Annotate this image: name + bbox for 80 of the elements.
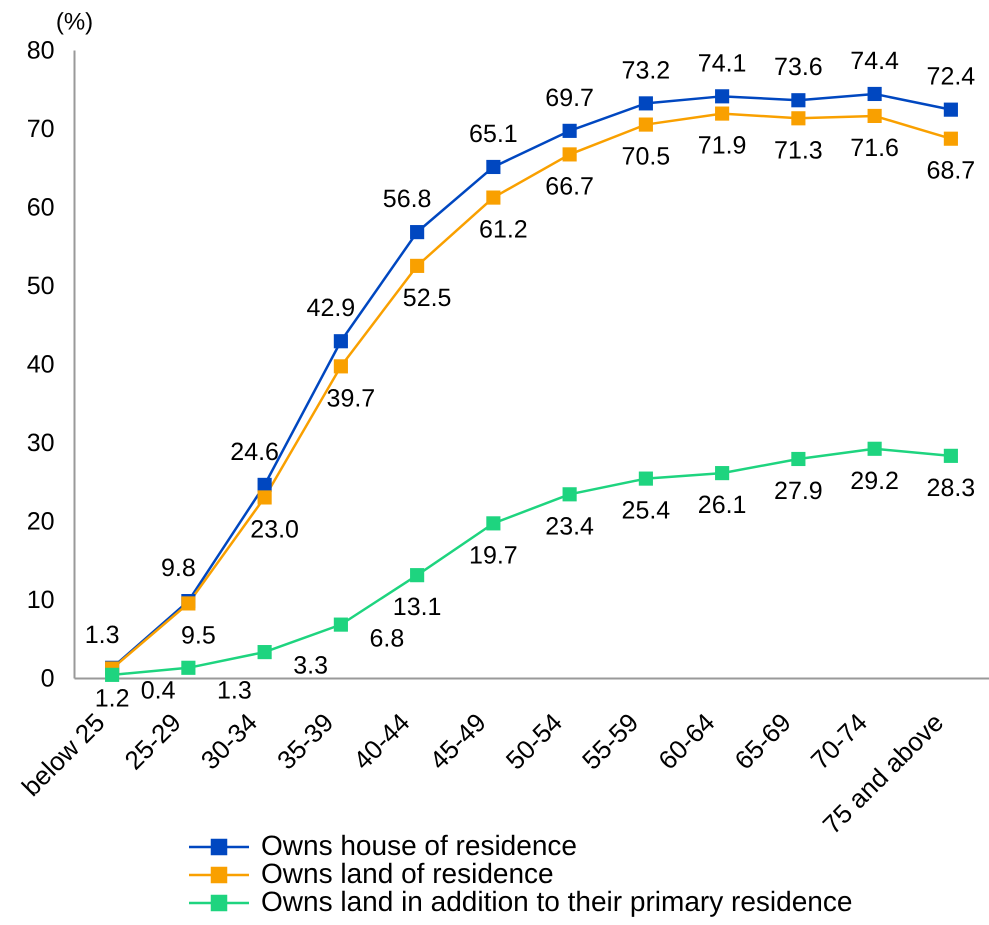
point [334,334,348,348]
data-label: 13.1 [392,593,442,622]
data-label: 39.7 [326,384,376,412]
data-label: 23.0 [250,515,299,544]
y-tick-label: 20 [26,508,54,536]
data-label: 65.1 [469,120,518,148]
data-label: 6.8 [369,624,404,653]
data-label: 25.4 [622,496,670,525]
data-label: 71.3 [774,136,823,164]
point [562,147,577,162]
data-label: 1.3 [216,676,252,704]
point [410,258,424,273]
data-label: 0.4 [140,676,176,704]
point [638,96,653,110]
data-label: 71.9 [698,132,746,160]
data-label: 56.8 [382,185,432,214]
data-label: 23.4 [545,512,594,540]
data-label: 52.5 [402,284,452,312]
point [486,516,500,530]
point [181,660,196,675]
legend-label: Owns house of residence [261,830,577,861]
point [562,124,577,138]
point [638,118,653,132]
y-tick-label: 70 [26,115,54,143]
point [334,618,348,632]
point [791,111,806,126]
data-label: 42.9 [306,294,356,322]
data-label: 74.4 [850,46,900,75]
point [486,190,500,205]
point [410,225,424,240]
point [410,568,424,582]
data-label: 3.3 [293,652,328,680]
data-label: 9.8 [160,554,196,582]
y-tick-label: 50 [26,272,54,300]
point [562,487,577,502]
y-tick-label: 0 [40,664,54,692]
data-label: 1.2 [94,684,130,712]
point [715,466,730,480]
point [791,452,806,466]
point [868,108,882,124]
point [944,132,958,146]
point [258,490,272,505]
y-axis-title: (%) [56,8,94,36]
data-label: 19.7 [469,541,518,570]
point [638,472,653,486]
point [258,645,272,660]
data-label: 73.2 [622,56,670,84]
y-tick-label: 40 [26,350,54,378]
data-label: 26.1 [698,491,746,520]
data-label: 66.7 [545,172,594,200]
point [944,448,958,463]
data-label: 68.7 [926,156,976,185]
y-tick-label: 80 [26,36,54,64]
data-label: 9.5 [180,621,216,650]
data-label: 73.6 [774,53,823,82]
point [868,86,882,102]
data-label: 1.3 [84,620,120,649]
point [105,668,120,682]
point [486,160,500,174]
legend-label: Owns land of residence [261,858,554,889]
point [715,106,730,121]
data-label: 74.1 [698,49,746,78]
data-label: 72.4 [926,62,976,91]
data-label: 28.3 [926,474,976,502]
data-label: 70.5 [622,142,670,171]
point [791,93,806,108]
point [334,359,348,374]
y-tick-label: 30 [26,429,54,457]
point [715,89,730,104]
legend-label: Owns land in addition to their primary residence [261,886,852,917]
y-tick-label: 10 [26,586,54,614]
point [944,102,958,117]
data-label: 24.6 [230,438,279,466]
data-label: 69.7 [545,84,594,112]
point [868,442,882,456]
y-tick-label: 60 [26,194,54,222]
data-label: 29.2 [850,466,899,495]
data-label: 27.9 [774,476,823,505]
data-label: 71.6 [850,134,899,162]
data-label: 61.2 [479,216,528,244]
